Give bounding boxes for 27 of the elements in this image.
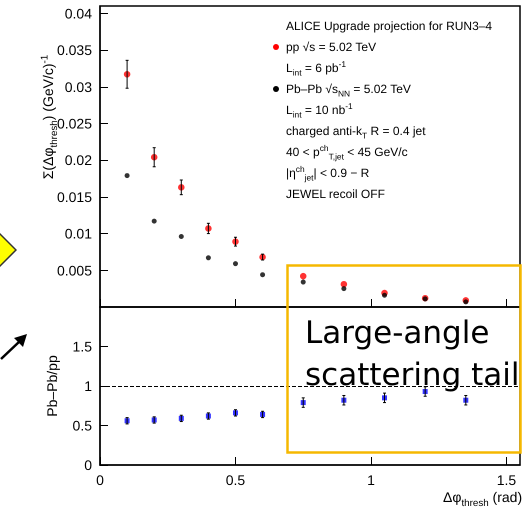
y-tick-label: 0.015 (56, 188, 92, 205)
y-tick-label: 0 (84, 457, 92, 473)
legend-label: Pb–Pb √s$_{NN}$ = 5.02 TeV (285, 81, 412, 100)
annotation: charged anti-k$_{T}$ R = 0.4 jet (285, 123, 427, 142)
annotation: JEWEL recoil OFF (285, 186, 386, 203)
annotation: |η$^{ch}$$_{jet}$| < 0.9 − R (285, 163, 370, 184)
annotation: 40 < p$^{ch}$$_{T,jet}$ < 45 GeV/c (285, 142, 409, 163)
annotation: ALICE Upgrade projection for RUN3–4 (285, 18, 492, 35)
y-tick-label: 0.03 (64, 78, 92, 95)
annotation: L$_{int}$ = 10 nb$^{-1}$ (285, 100, 354, 121)
y-tick-label: 1 (84, 378, 92, 394)
y-tick-label: 0.005 (56, 262, 92, 278)
x-tick-label: 1.5 (496, 472, 516, 488)
y-tick-label: 0.5 (72, 418, 92, 434)
y-tick-label: 0.02 (64, 152, 92, 168)
annotation: L$_{int}$ = 6 pb$^{-1}$ (285, 58, 348, 79)
x-tick-label: 1 (367, 472, 376, 488)
x-axis-title: Δφ$_{thresh}$ (rad) (443, 489, 522, 509)
y-tick-label: 1.5 (72, 338, 92, 354)
y-tick-label: 0.01 (64, 226, 92, 242)
legend-label: pp √s = 5.02 TeV (285, 39, 378, 56)
annotation: Large-angle scattering tail (305, 314, 520, 395)
x-tick-label: 0 (96, 472, 104, 488)
x-tick-label: 0.5 (226, 472, 246, 488)
y-tick-label: 0.04 (64, 5, 92, 22)
y-tick-label: 0.035 (56, 42, 92, 58)
y-axis-title: Pb–Pb/pp (44, 355, 60, 417)
